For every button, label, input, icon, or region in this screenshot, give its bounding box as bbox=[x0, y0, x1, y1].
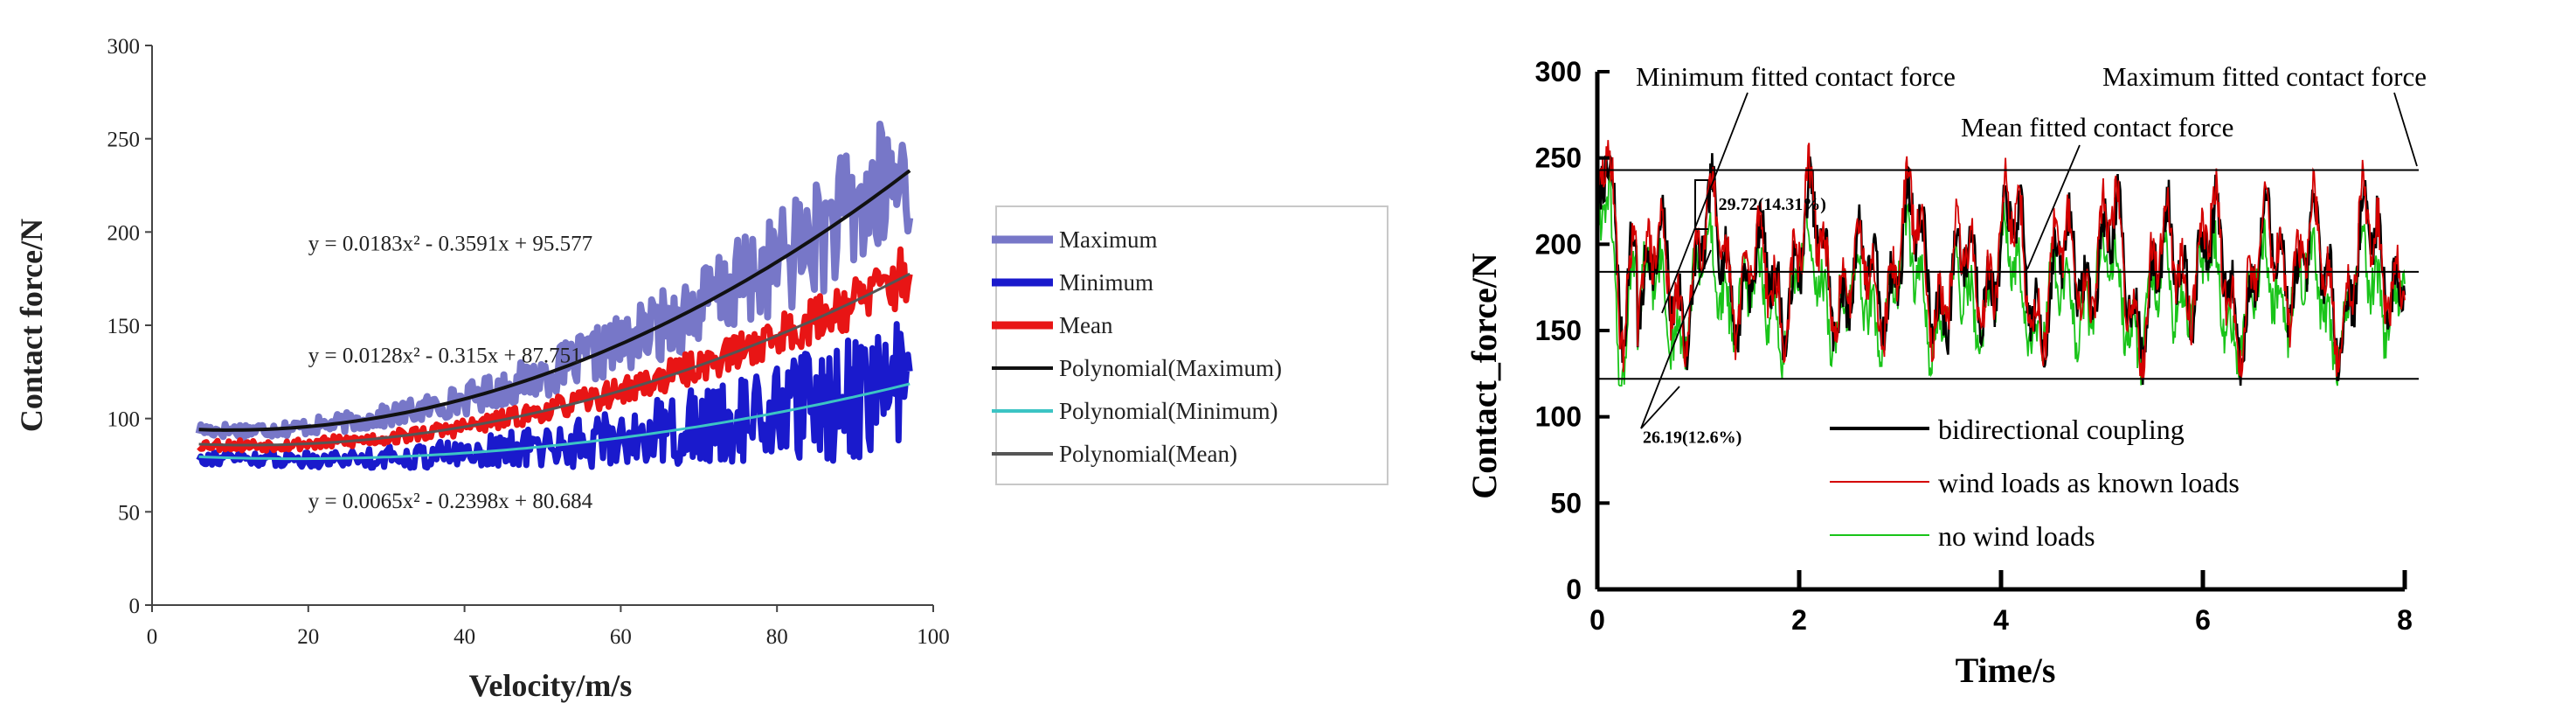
left-y-tick-label: 50 bbox=[118, 501, 140, 525]
left-y-tick-label: 300 bbox=[107, 35, 141, 59]
right-annotations: Minimum fitted contact force Maximum fit… bbox=[1636, 61, 2427, 447]
left-x-tick-label: 100 bbox=[917, 625, 950, 649]
equation-minimum: y = 0.0065x² - 0.2398x + 80.684 bbox=[308, 490, 593, 513]
left-y-tick-label: 0 bbox=[129, 595, 141, 618]
left-x-tick-label: 0 bbox=[147, 625, 158, 649]
equation-mean: y = 0.0128x² - 0.315x + 87.751 bbox=[308, 345, 582, 368]
left-x-tick-label: 60 bbox=[610, 625, 632, 649]
leader-26-19-a bbox=[1640, 249, 1712, 429]
right-y-tick-label: 0 bbox=[1566, 574, 1582, 605]
left-y-tick-label: 200 bbox=[107, 221, 141, 245]
legend-label-minimum: Minimum bbox=[1059, 269, 1153, 296]
right-y-tick-label: 50 bbox=[1550, 487, 1582, 519]
equation-maximum: y = 0.0183x² - 0.3591x + 95.577 bbox=[308, 233, 592, 256]
legend-label-poly-minimum: Polynomial(Minimum) bbox=[1059, 398, 1278, 424]
left-legend: Maximum Minimum Mean Polynomial(Maximum)… bbox=[992, 205, 1388, 485]
legend-label-maximum: Maximum bbox=[1059, 226, 1158, 253]
legend-label-poly-mean: Polynomial(Mean) bbox=[1059, 441, 1237, 467]
leader-maximum-fitted bbox=[2393, 92, 2418, 167]
left-x-tick-label: 80 bbox=[766, 625, 788, 649]
series-wind-loads-as-known-loads bbox=[1596, 140, 2406, 380]
velocity-contact-force-chart: 0 50 100 150 200 250 300 0 20 40 60 80 100 Contact … bbox=[14, 35, 1388, 703]
right-y-axis-title: Contact_force/N bbox=[1465, 253, 1504, 499]
series-maximum bbox=[195, 121, 914, 442]
right-x-tick-label: 0 bbox=[1589, 604, 1605, 636]
left-y-axis-title: Contact force/N bbox=[14, 219, 49, 432]
series-minimum bbox=[196, 321, 913, 471]
right-y-tick-label: 200 bbox=[1535, 228, 1582, 260]
right-x-tick-label: 8 bbox=[2397, 604, 2413, 636]
right-y-tick-label: 300 bbox=[1535, 56, 1582, 87]
trendline-polynomial-maximum- bbox=[198, 169, 911, 432]
trendline-polynomial-minimum- bbox=[198, 382, 911, 461]
right-x-tick-label: 6 bbox=[2195, 604, 2211, 636]
right-legend: bidirectional coupling wind loads as kno… bbox=[1830, 414, 2240, 552]
annotation-minimum-fitted: Minimum fitted contact force bbox=[1636, 61, 1956, 92]
left-legend-box bbox=[995, 205, 1388, 485]
time-contact-force-chart: 0 50 100 150 200 250 300 0 2 4 6 8 Contact_force/N… bbox=[1465, 56, 2427, 690]
annotation-maximum-fitted: Maximum fitted contact force bbox=[2102, 61, 2427, 92]
legend-label-bidirectional: bidirectional coupling bbox=[1938, 414, 2185, 445]
leader-26-19-b bbox=[1640, 386, 1680, 429]
legend-label-poly-maximum: Polynomial(Maximum) bbox=[1059, 355, 1282, 381]
right-y-tick-label: 100 bbox=[1535, 401, 1582, 433]
legend-label-no-wind: no wind loads bbox=[1938, 520, 2095, 552]
right-y-tick-label: 150 bbox=[1535, 315, 1582, 346]
right-y-tick-label: 250 bbox=[1535, 143, 1582, 174]
annotation-26-19: 26.19(12.6%) bbox=[1643, 428, 1742, 447]
right-axes bbox=[1595, 72, 2405, 592]
annotation-mean-fitted: Mean fitted contact force bbox=[1961, 112, 2233, 143]
right-x-axis-title: Time/s bbox=[1956, 651, 2056, 690]
series-mean bbox=[197, 246, 913, 454]
legend-label-mean: Mean bbox=[1059, 312, 1113, 338]
left-x-tick-label: 40 bbox=[454, 625, 475, 649]
left-y-tick-label: 250 bbox=[107, 129, 141, 152]
leader-mean-fitted bbox=[2026, 144, 2081, 270]
trendline-polynomial-mean- bbox=[198, 272, 911, 447]
bracket-29-72 bbox=[1694, 179, 1708, 230]
leader-minimum-fitted bbox=[1661, 92, 1748, 314]
left-x-tick-label: 20 bbox=[297, 625, 319, 649]
left-y-tick-label: 100 bbox=[107, 408, 141, 432]
left-x-axis-title: Velocity/m/s bbox=[469, 668, 633, 703]
right-x-tick-label: 2 bbox=[1791, 604, 1807, 636]
right-x-tick-label: 4 bbox=[1993, 604, 2009, 636]
left-y-tick-label: 150 bbox=[107, 315, 141, 338]
legend-label-wind-known: wind loads as known loads bbox=[1938, 467, 2240, 498]
annotation-29-72: 29.72(14.31%) bbox=[1719, 195, 1826, 214]
